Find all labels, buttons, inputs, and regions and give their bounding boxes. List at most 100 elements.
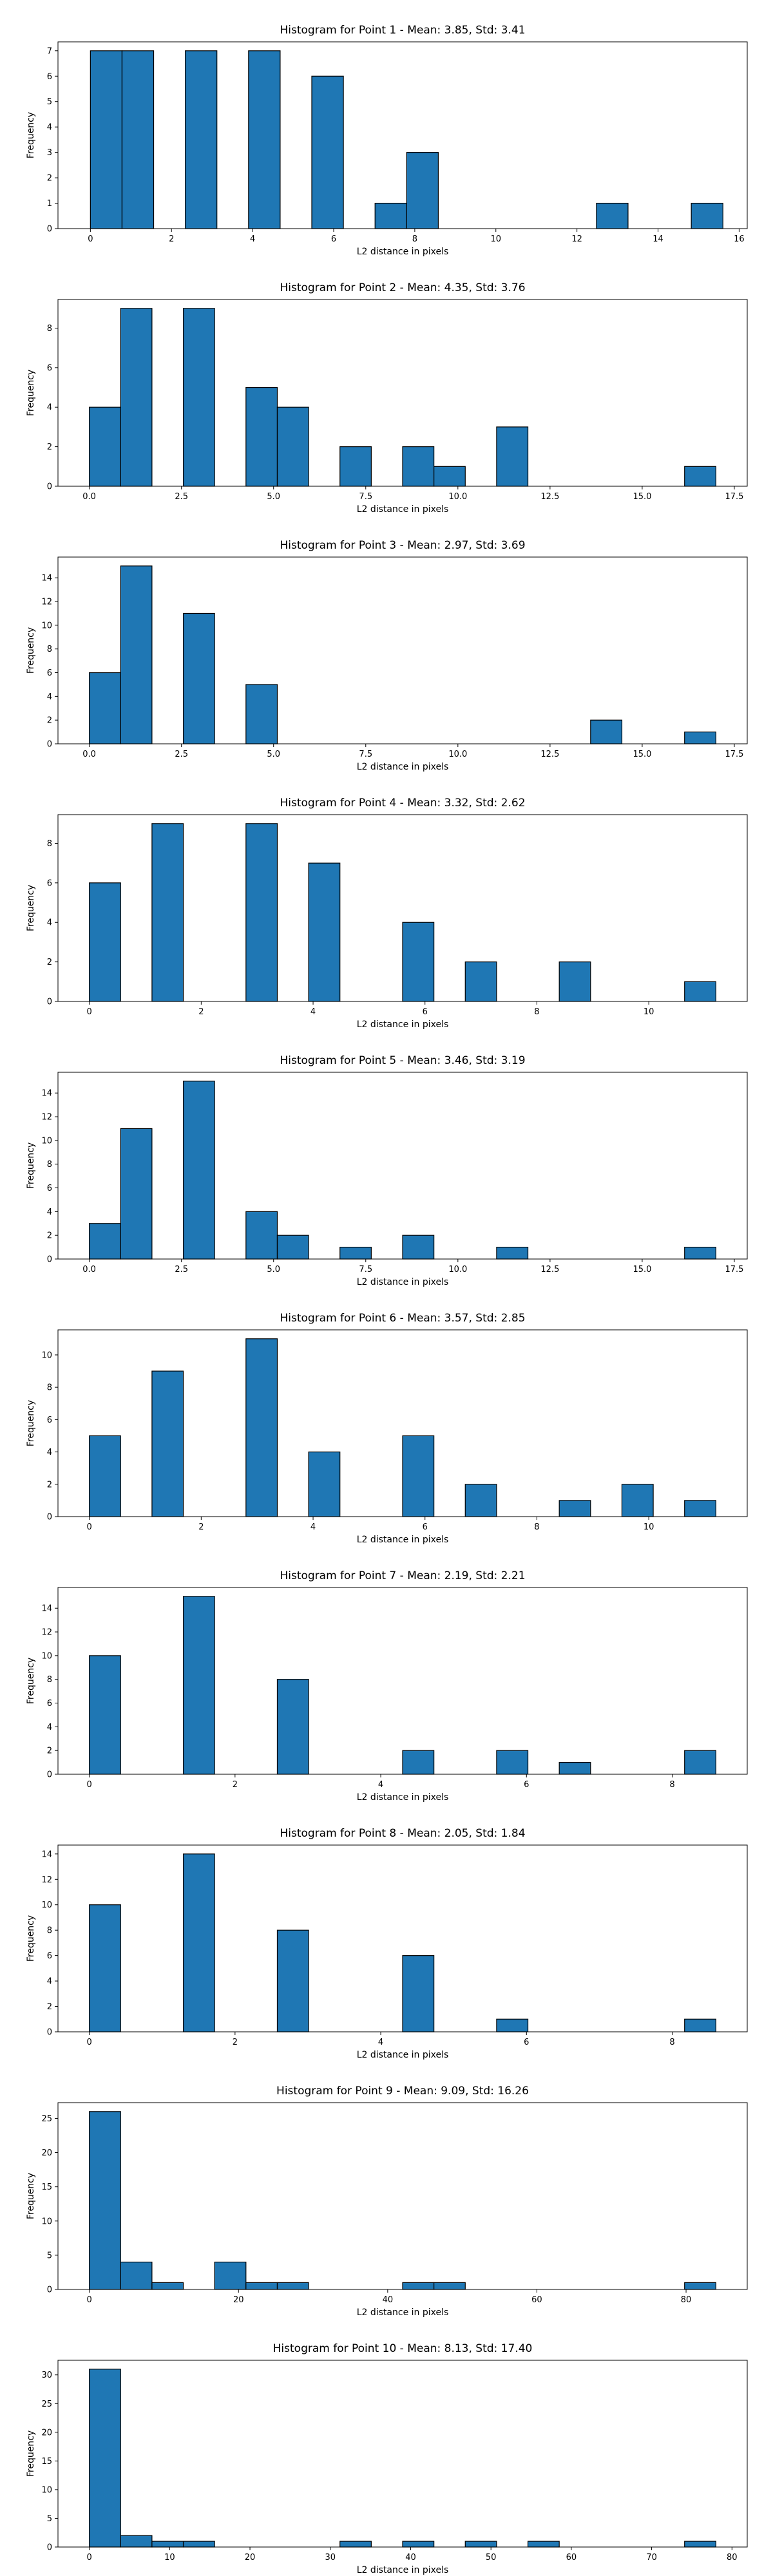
histogram-bar	[245, 684, 278, 744]
histogram-chart-10: Histogram for Point 10 - Mean: 8.13, Std…	[26, 2342, 748, 2575]
histogram-bar	[339, 446, 372, 487]
x-axis-label: L2 distance in pixels	[357, 762, 449, 772]
y-tick-label: 0	[47, 225, 52, 234]
y-tick-label: 5	[47, 2251, 52, 2260]
x-tick-label: 7.5	[359, 492, 372, 502]
y-tick-label: 5	[47, 97, 52, 107]
histogram-bar	[374, 202, 407, 229]
x-tick-label: 10.0	[448, 492, 467, 502]
y-tick-label: 0	[47, 740, 52, 750]
histogram-bar	[89, 406, 121, 487]
y-tick-label: 6	[47, 1416, 52, 1425]
y-tick-label: 15	[41, 2183, 52, 2192]
chart-title: Histogram for Point 3 - Mean: 2.97, Std:…	[280, 539, 525, 552]
histogram-bar	[182, 612, 215, 744]
histogram-bar	[89, 882, 121, 1002]
y-axis-label: Frequency	[26, 112, 36, 158]
y-tick-label: 6	[47, 1951, 52, 1961]
y-tick-label: 10	[41, 1900, 52, 1910]
histogram-bar	[121, 50, 155, 229]
x-axis-label: L2 distance in pixels	[357, 504, 449, 515]
x-tick-label: 2	[169, 234, 174, 244]
x-tick-label: 10	[164, 2553, 175, 2562]
x-tick-label: 12.5	[540, 1265, 559, 1274]
plot-frame	[57, 1329, 748, 1517]
histogram-bar	[151, 2541, 184, 2548]
histogram-bar	[151, 2282, 184, 2290]
y-tick-label: 7	[47, 46, 52, 56]
x-axis-label: L2 distance in pixels	[357, 2565, 449, 2575]
y-tick-label: 14	[41, 1850, 52, 1859]
y-tick-label: 25	[41, 2114, 52, 2124]
chart-title: Histogram for Point 8 - Mean: 2.05, Std:…	[280, 1827, 525, 1840]
histogram-bar	[89, 1655, 121, 1775]
y-tick-label: 3	[47, 148, 52, 158]
y-tick-label: 0	[47, 2028, 52, 2038]
y-axis-label: Frequency	[26, 2173, 36, 2219]
x-tick-label: 16	[734, 234, 745, 244]
x-tick-label: 15.0	[633, 492, 651, 502]
histogram-chart-3: Histogram for Point 3 - Mean: 2.97, Std:…	[26, 539, 748, 772]
histogram-bar	[245, 1211, 278, 1260]
histogram-bar	[684, 1246, 716, 1260]
x-tick-label: 5.0	[267, 1265, 280, 1274]
x-axis-label: L2 distance in pixels	[357, 1792, 449, 1803]
x-axis-label: L2 distance in pixels	[357, 247, 449, 257]
histogram-bar	[276, 2282, 309, 2290]
x-axis-label: L2 distance in pixels	[357, 2307, 449, 2318]
histogram-bar	[496, 2018, 529, 2032]
y-tick-label: 12	[41, 1628, 52, 1638]
x-tick-label: 2	[233, 1780, 238, 1790]
x-tick-label: 0	[88, 234, 93, 244]
y-tick-label: 8	[47, 1383, 52, 1393]
x-tick-label: 10.0	[448, 1265, 467, 1274]
y-tick-label: 8	[47, 839, 52, 849]
histogram-bar	[684, 466, 716, 487]
y-tick-label: 30	[41, 2371, 52, 2380]
histogram-bar	[182, 1081, 215, 1260]
histogram-bar	[120, 565, 153, 744]
x-tick-label: 40	[383, 2295, 394, 2305]
histogram-bar	[308, 1451, 341, 1517]
x-tick-label: 4	[310, 1007, 316, 1017]
y-tick-label: 5	[47, 2514, 52, 2524]
x-axis-label: L2 distance in pixels	[357, 1535, 449, 1545]
histogram-bar	[402, 1435, 435, 1517]
x-tick-label: 0.0	[82, 1265, 96, 1274]
x-tick-label: 0	[86, 2295, 91, 2305]
histogram-bar	[89, 2111, 121, 2290]
histogram-bar	[308, 862, 341, 1002]
histogram-bar	[89, 2369, 121, 2548]
y-axis-label: Frequency	[26, 885, 36, 931]
histogram-bar	[339, 2541, 372, 2548]
histogram-bar	[120, 308, 153, 487]
x-tick-label: 4	[310, 1522, 316, 1532]
plot-frame	[57, 2360, 748, 2548]
x-tick-label: 2	[198, 1522, 204, 1532]
histogram-bar	[684, 1750, 716, 1775]
plot-frame	[57, 556, 748, 744]
histogram-bar	[120, 1128, 153, 1260]
chart-title: Histogram for Point 9 - Mean: 9.09, Std:…	[276, 2085, 529, 2098]
histogram-bar	[185, 50, 218, 229]
x-tick-label: 4	[378, 1780, 383, 1790]
histogram-chart-5: Histogram for Point 5 - Mean: 3.46, Std:…	[26, 1054, 748, 1287]
y-tick-label: 10	[41, 1350, 52, 1360]
x-tick-label: 50	[486, 2553, 497, 2562]
histogram-bar	[684, 2282, 716, 2290]
x-tick-label: 0	[86, 1780, 91, 1790]
x-tick-label: 8	[534, 1522, 539, 1532]
histogram-chart-7: Histogram for Point 7 - Mean: 2.19, Std:…	[26, 1569, 748, 1803]
histogram-bar	[276, 1679, 309, 1775]
x-tick-label: 60	[531, 2295, 542, 2305]
x-axis-label: L2 distance in pixels	[357, 1019, 449, 1030]
y-tick-label: 6	[47, 1699, 52, 1709]
x-tick-label: 2.5	[175, 750, 188, 759]
histogram-bar	[496, 1246, 529, 1260]
y-tick-label: 10	[41, 1136, 52, 1146]
x-tick-label: 80	[727, 2553, 738, 2562]
histogram-bar	[464, 1484, 497, 1517]
plot-frame	[57, 1587, 748, 1775]
y-tick-label: 0	[47, 2543, 52, 2553]
